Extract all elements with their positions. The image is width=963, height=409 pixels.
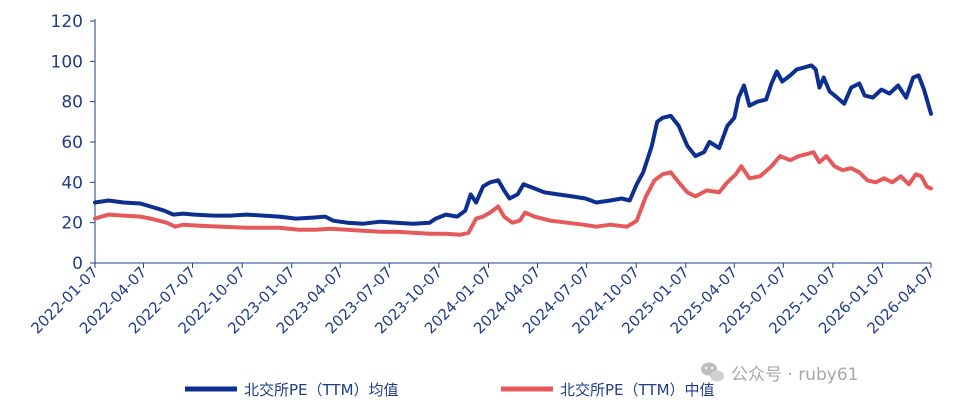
y-tick-label: 80 — [61, 93, 83, 113]
series-line-median — [93, 150, 933, 237]
legend-label-median: 北交所PE（TTM）中值 — [560, 381, 715, 399]
y-tick-label: 0 — [72, 254, 83, 274]
x-axis-ticks: 2022-01-072022-04-072022-07-072022-10-07… — [27, 263, 938, 337]
wechat-icon — [701, 362, 724, 382]
legend-label-mean: 北交所PE（TTM）均值 — [244, 381, 399, 399]
watermark-text: 公众号 · ruby61 — [731, 365, 858, 385]
legend: 北交所PE（TTM）均值 北交所PE（TTM）中值 — [185, 381, 715, 399]
y-tick-label: 100 — [51, 52, 83, 72]
y-tick-label: 20 — [61, 214, 83, 234]
series-layer — [93, 63, 933, 237]
y-axis-ticks: 0 20 40 60 80 100 120 — [51, 12, 95, 274]
y-tick-label: 120 — [51, 12, 83, 32]
y-tick-label: 40 — [61, 173, 83, 193]
series-line-mean — [93, 63, 933, 226]
y-tick-label: 60 — [61, 133, 83, 153]
watermark: 公众号 · ruby61 — [701, 362, 858, 385]
